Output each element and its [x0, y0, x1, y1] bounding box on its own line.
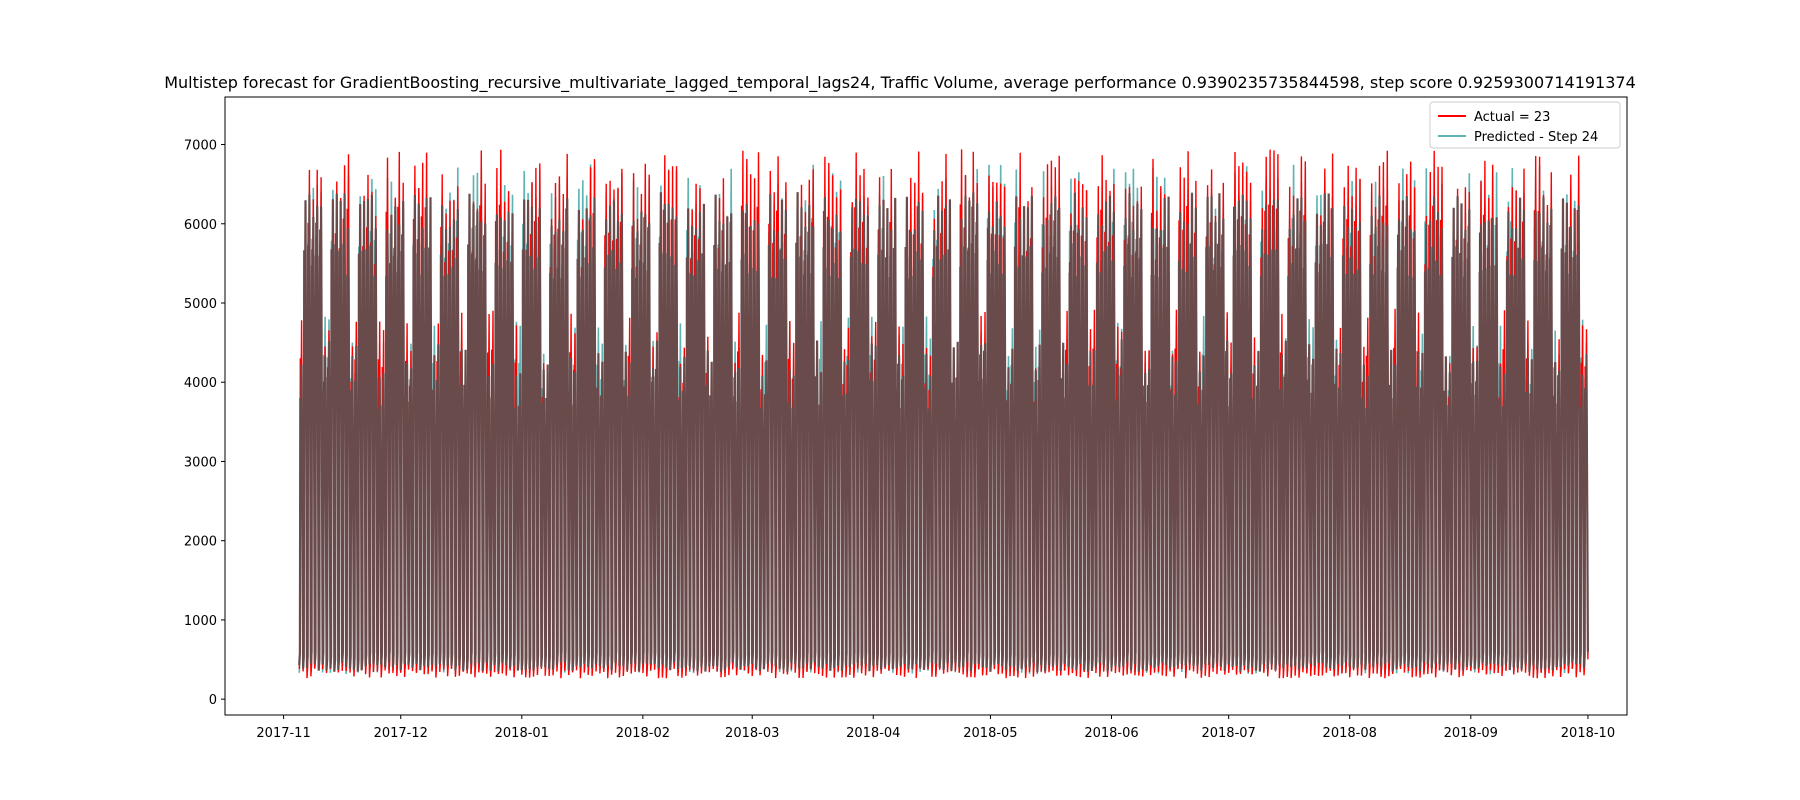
- x-tick-label: 2017-11: [256, 726, 310, 741]
- legend-label: Actual = 23: [1474, 110, 1550, 125]
- x-tick-label: 2018-07: [1201, 726, 1255, 741]
- chart-title: Multistep forecast for GradientBoosting_…: [164, 73, 1636, 93]
- y-tick-label: 1000: [184, 614, 217, 629]
- x-tick-label: 2018-04: [846, 726, 900, 741]
- series-overlap: [298, 192, 1589, 672]
- x-tick-label: 2018-01: [495, 726, 549, 741]
- x-tick-label: 2018-02: [616, 726, 670, 741]
- x-tick-label: 2018-08: [1323, 726, 1377, 741]
- x-tick-label: 2018-06: [1084, 726, 1138, 741]
- plot-frame: [224, 96, 1628, 716]
- x-tick-label: 2018-05: [963, 726, 1017, 741]
- y-tick-label: 2000: [184, 535, 217, 550]
- x-axis: 2017-11 2017-12 2018-01 2018-02 2018-03 2018-…: [256, 715, 1615, 741]
- x-tick-label: 2018-09: [1444, 726, 1498, 741]
- y-tick-label: 4000: [184, 376, 217, 391]
- y-tick-label: 6000: [184, 218, 217, 233]
- x-tick-label: 2018-03: [725, 726, 779, 741]
- y-tick-label: 3000: [184, 455, 217, 470]
- x-tick-label: 2017-12: [374, 726, 428, 741]
- legend-label: Predicted - Step 24: [1474, 130, 1598, 145]
- legend-box: [1429, 101, 1621, 149]
- y-tick-label: 5000: [184, 297, 217, 312]
- plot-area: [224, 96, 1628, 716]
- x-tick-label: 2018-10: [1561, 726, 1615, 741]
- y-axis: 0 1000 2000 3000 4000 5000 6000 7000: [184, 139, 225, 708]
- y-tick-label: 7000: [184, 139, 217, 154]
- y-tick-label: 0: [209, 693, 217, 708]
- legend: Actual = 23 Predicted - Step 24: [1429, 101, 1621, 149]
